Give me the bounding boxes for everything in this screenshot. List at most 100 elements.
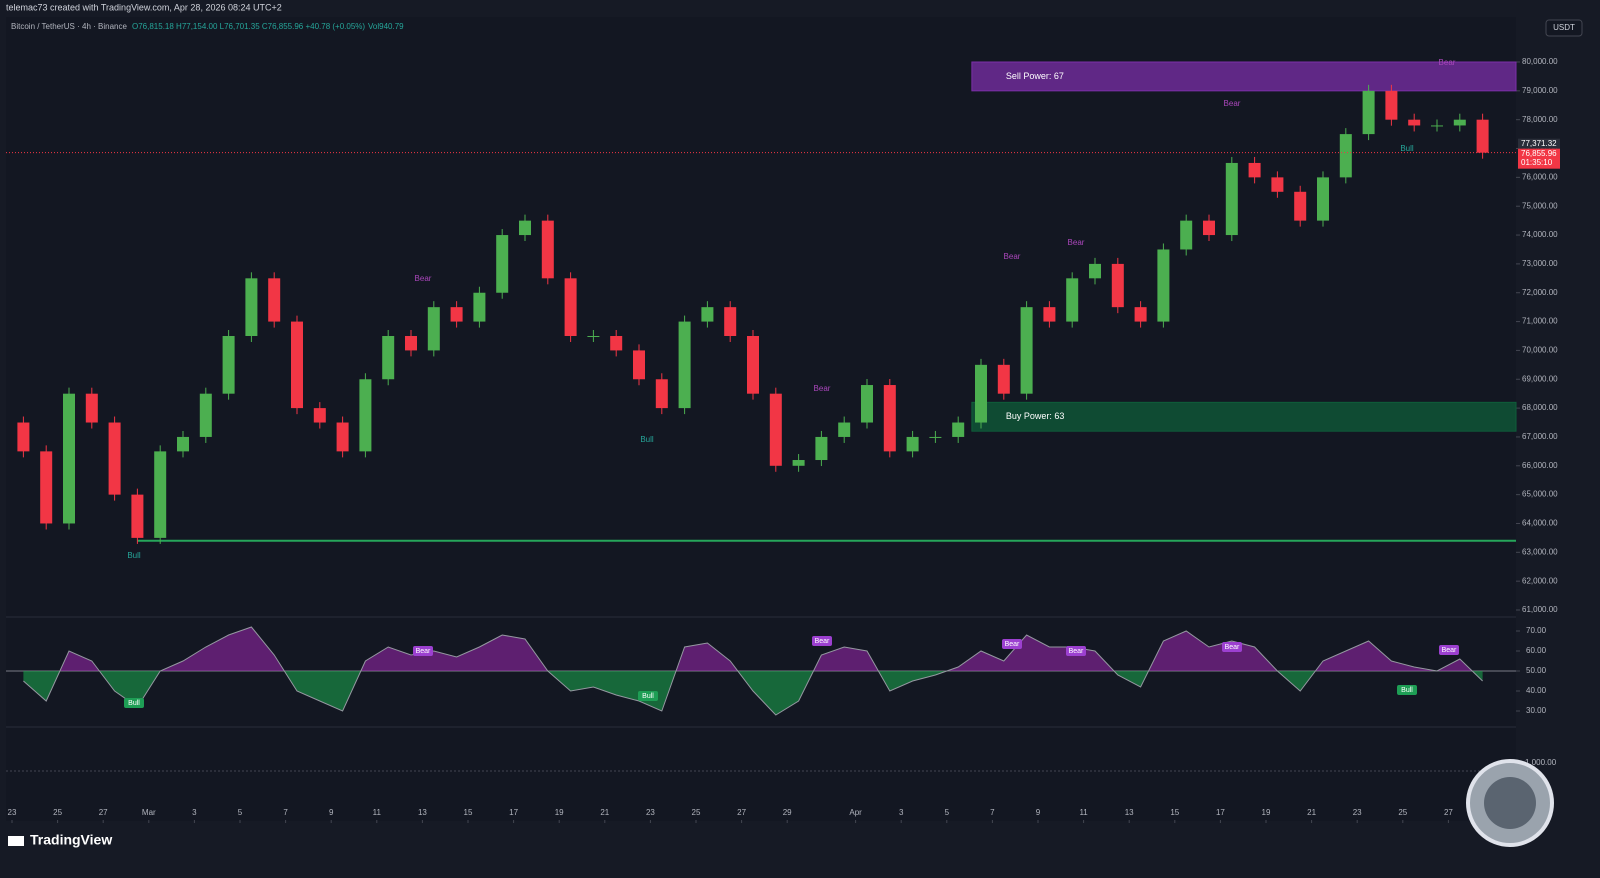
candle: [1225, 162, 1238, 236]
candle: [382, 336, 395, 380]
candle: [655, 379, 668, 409]
signal-label: Bear: [814, 384, 831, 393]
zone-label: Buy Power: 63: [1006, 411, 1065, 421]
candle: [496, 235, 509, 293]
time-tick-label: 21: [600, 808, 609, 817]
candle: [40, 451, 53, 524]
time-tick-label: Apr: [849, 808, 862, 817]
time-tick-label: 21: [1307, 808, 1316, 817]
candle: [154, 451, 167, 538]
candle: [1339, 134, 1352, 178]
candle: [108, 422, 121, 495]
rsi-signal: Bull: [128, 700, 140, 707]
candle: [1431, 125, 1443, 127]
candle: [473, 292, 486, 322]
time-tick-label: 13: [418, 808, 427, 817]
candle: [792, 460, 805, 466]
rsi-signal-box: [413, 646, 433, 656]
candle: [63, 393, 75, 524]
currency-box[interactable]: [1545, 19, 1583, 37]
rsi-signal-box: [1439, 645, 1459, 655]
candle: [541, 220, 554, 279]
volume: Vol940.79: [368, 22, 404, 31]
signal-label: Bear: [1004, 252, 1021, 261]
candle: [1134, 307, 1147, 322]
candle: [1453, 119, 1466, 126]
signal-label: Bull: [127, 551, 141, 560]
time-tick-label: 13: [1125, 808, 1134, 817]
credit: telemac73 created with TradingView.com, …: [6, 2, 282, 12]
rsi-signal-box: [812, 636, 832, 646]
price-tick-label: 78,000.00: [1522, 115, 1558, 124]
price-marker: 77,371.32: [1521, 139, 1557, 148]
time-tick-label: 19: [1262, 808, 1271, 817]
currency[interactable]: USDT: [1553, 23, 1575, 32]
rsi-signal: Bear: [416, 648, 431, 655]
candle: [1476, 119, 1489, 153]
brand-logo: [8, 836, 24, 846]
time-tick-label: 19: [555, 808, 564, 817]
candle: [861, 385, 873, 423]
signal-label: Bear: [415, 274, 432, 283]
signal-label: Bear: [1068, 238, 1085, 247]
price-tick-label: 79,000.00: [1522, 86, 1558, 95]
time-tick-label: 27: [1444, 808, 1453, 817]
price-tick-label: 63,000.00: [1522, 547, 1558, 556]
price-tick-label: 64,000.00: [1522, 519, 1558, 528]
ohlc: O76,815.18 H77,154.00 L76,701.35 C76,855…: [132, 22, 365, 31]
candle: [769, 393, 782, 466]
candle: [906, 436, 919, 452]
rsi-signal: Bull: [642, 693, 654, 700]
price-tick-label: 67,000.00: [1522, 432, 1558, 441]
rsi-tick-label: 30.00: [1526, 706, 1547, 715]
last-price-box: [1518, 148, 1560, 169]
signal-label: Bear: [1224, 99, 1241, 108]
price-tick-label: 76,000.00: [1522, 172, 1558, 181]
candle: [1203, 220, 1215, 236]
time-tick-label: 17: [509, 808, 518, 817]
price-tick-label: 71,000.00: [1522, 317, 1558, 326]
candle: [678, 321, 691, 409]
rsi-signal: Bear: [1225, 644, 1240, 651]
rsi-signal-box: [124, 698, 144, 708]
candle: [1408, 119, 1421, 126]
candle: [199, 393, 212, 437]
avatar-inner: [1484, 777, 1536, 829]
candle: [952, 422, 965, 437]
rsi-signal: Bear: [1442, 647, 1457, 654]
candle: [1362, 90, 1375, 135]
candle: [85, 393, 98, 423]
time-tick-label: 11: [1079, 808, 1088, 817]
candle: [838, 422, 851, 437]
candle: [564, 278, 577, 336]
candle: [1271, 177, 1284, 192]
rsi-signal: Bear: [815, 638, 830, 645]
rsi-area-low: [23, 671, 1483, 715]
brand: TradingView: [30, 832, 112, 848]
time-tick-label: 5: [945, 808, 950, 817]
rsi-tick-label: 40.00: [1526, 686, 1547, 695]
candle: [291, 321, 303, 409]
rsi-tick-label: 70.00: [1526, 626, 1547, 635]
time-tick-label: 7: [283, 808, 288, 817]
price-tick-label: 69,000.00: [1522, 374, 1558, 383]
time-tick-label: 25: [692, 808, 701, 817]
candle: [883, 385, 896, 452]
price-tick-label: 62,000.00: [1522, 576, 1558, 585]
candle: [975, 364, 987, 423]
candle: [313, 408, 326, 423]
candle: [587, 336, 600, 337]
candle: [519, 220, 531, 236]
last-price: 76,855.96: [1521, 149, 1557, 158]
candle: [17, 422, 30, 452]
time-tick-label: 15: [464, 808, 473, 817]
rsi-signal-box: [1066, 646, 1086, 656]
candle: [245, 278, 258, 336]
candle: [450, 307, 463, 322]
candle: [1180, 220, 1193, 250]
rsi-tick-label: 60.00: [1526, 646, 1547, 655]
price-tick-label: 66,000.00: [1522, 461, 1558, 470]
candle: [1089, 263, 1101, 279]
candle: [747, 336, 759, 394]
